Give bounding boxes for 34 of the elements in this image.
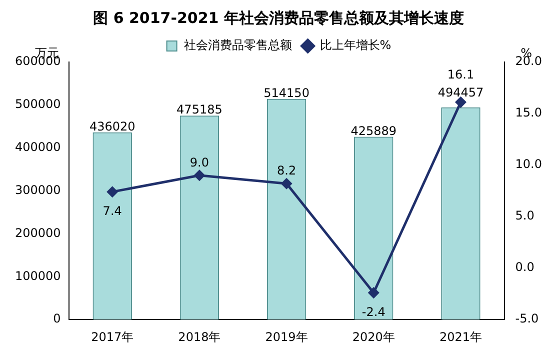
x-tick-label: 2019年 <box>265 330 308 344</box>
legend-label: 比上年增长% <box>320 38 392 52</box>
y2-tick-label: 10.0 <box>515 157 542 172</box>
y-tick-label: 300000 <box>14 182 61 197</box>
legend-label: 社会消费品零售总额 <box>184 38 292 52</box>
chart-title: 图 6 2017-2021 年社会消费品零售总额及其增长速度 <box>93 8 464 27</box>
x-tick-label: 2018年 <box>178 330 221 344</box>
y-tick-label: 0 <box>53 312 61 326</box>
y-tick-label: 400000 <box>14 140 61 154</box>
x-tick-label: 2020年 <box>352 330 395 344</box>
x-tick-label: 2021年 <box>439 330 482 344</box>
y2-tick-label: 0.0 <box>515 260 534 274</box>
data-label: 436020 <box>89 120 136 134</box>
point <box>194 170 205 181</box>
point <box>107 186 118 198</box>
point <box>368 288 379 298</box>
y-tick-label: 100000 <box>14 268 61 283</box>
y-tick-label: 200000 <box>14 226 61 240</box>
y2-tick-label: -5.0 <box>515 312 539 326</box>
data-label: 8.2 <box>277 164 296 178</box>
data-label: 16.1 <box>447 67 474 82</box>
data-label: 475185 <box>176 102 222 117</box>
data-label: 9.0 <box>190 155 209 170</box>
data-label: 514150 <box>264 86 310 100</box>
point <box>281 178 292 189</box>
y2-tick-label: 5.0 <box>515 208 534 223</box>
point <box>455 96 466 108</box>
data-label: 425889 <box>350 124 397 138</box>
x-tick-label: 2017年 <box>91 330 134 344</box>
data-label: -2.4 <box>362 304 386 319</box>
y-tick-label: 500000 <box>14 97 61 112</box>
data-label: 494457 <box>438 85 484 100</box>
data-label: 7.4 <box>102 204 122 218</box>
y2-tick-label: 15.0 <box>515 106 542 120</box>
